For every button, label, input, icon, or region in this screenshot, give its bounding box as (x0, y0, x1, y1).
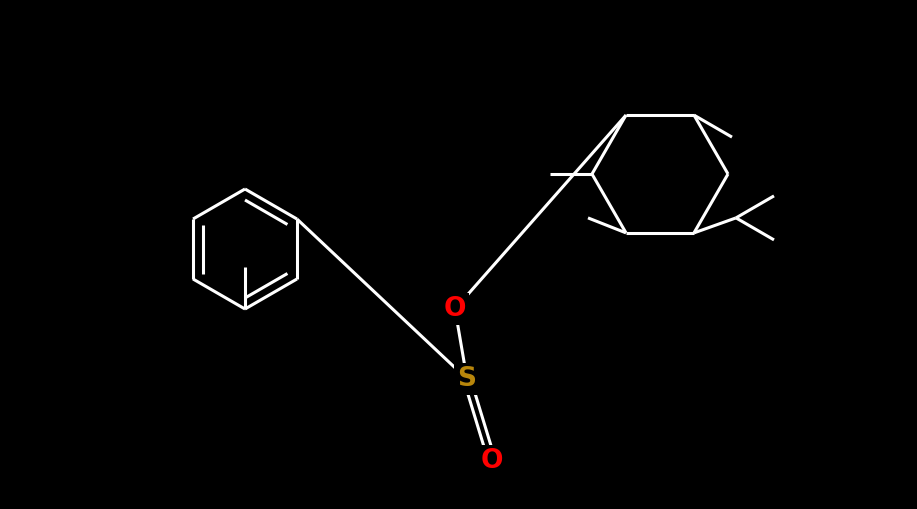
Text: O: O (444, 296, 466, 322)
Text: S: S (458, 366, 477, 392)
Text: O: O (481, 448, 503, 474)
